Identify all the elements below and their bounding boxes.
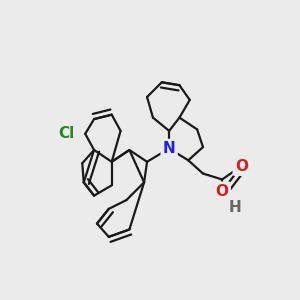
- Text: N: N: [163, 141, 175, 156]
- Text: O: O: [216, 184, 229, 199]
- Text: Cl: Cl: [58, 126, 74, 141]
- Text: H: H: [229, 200, 242, 215]
- Text: O: O: [235, 159, 248, 174]
